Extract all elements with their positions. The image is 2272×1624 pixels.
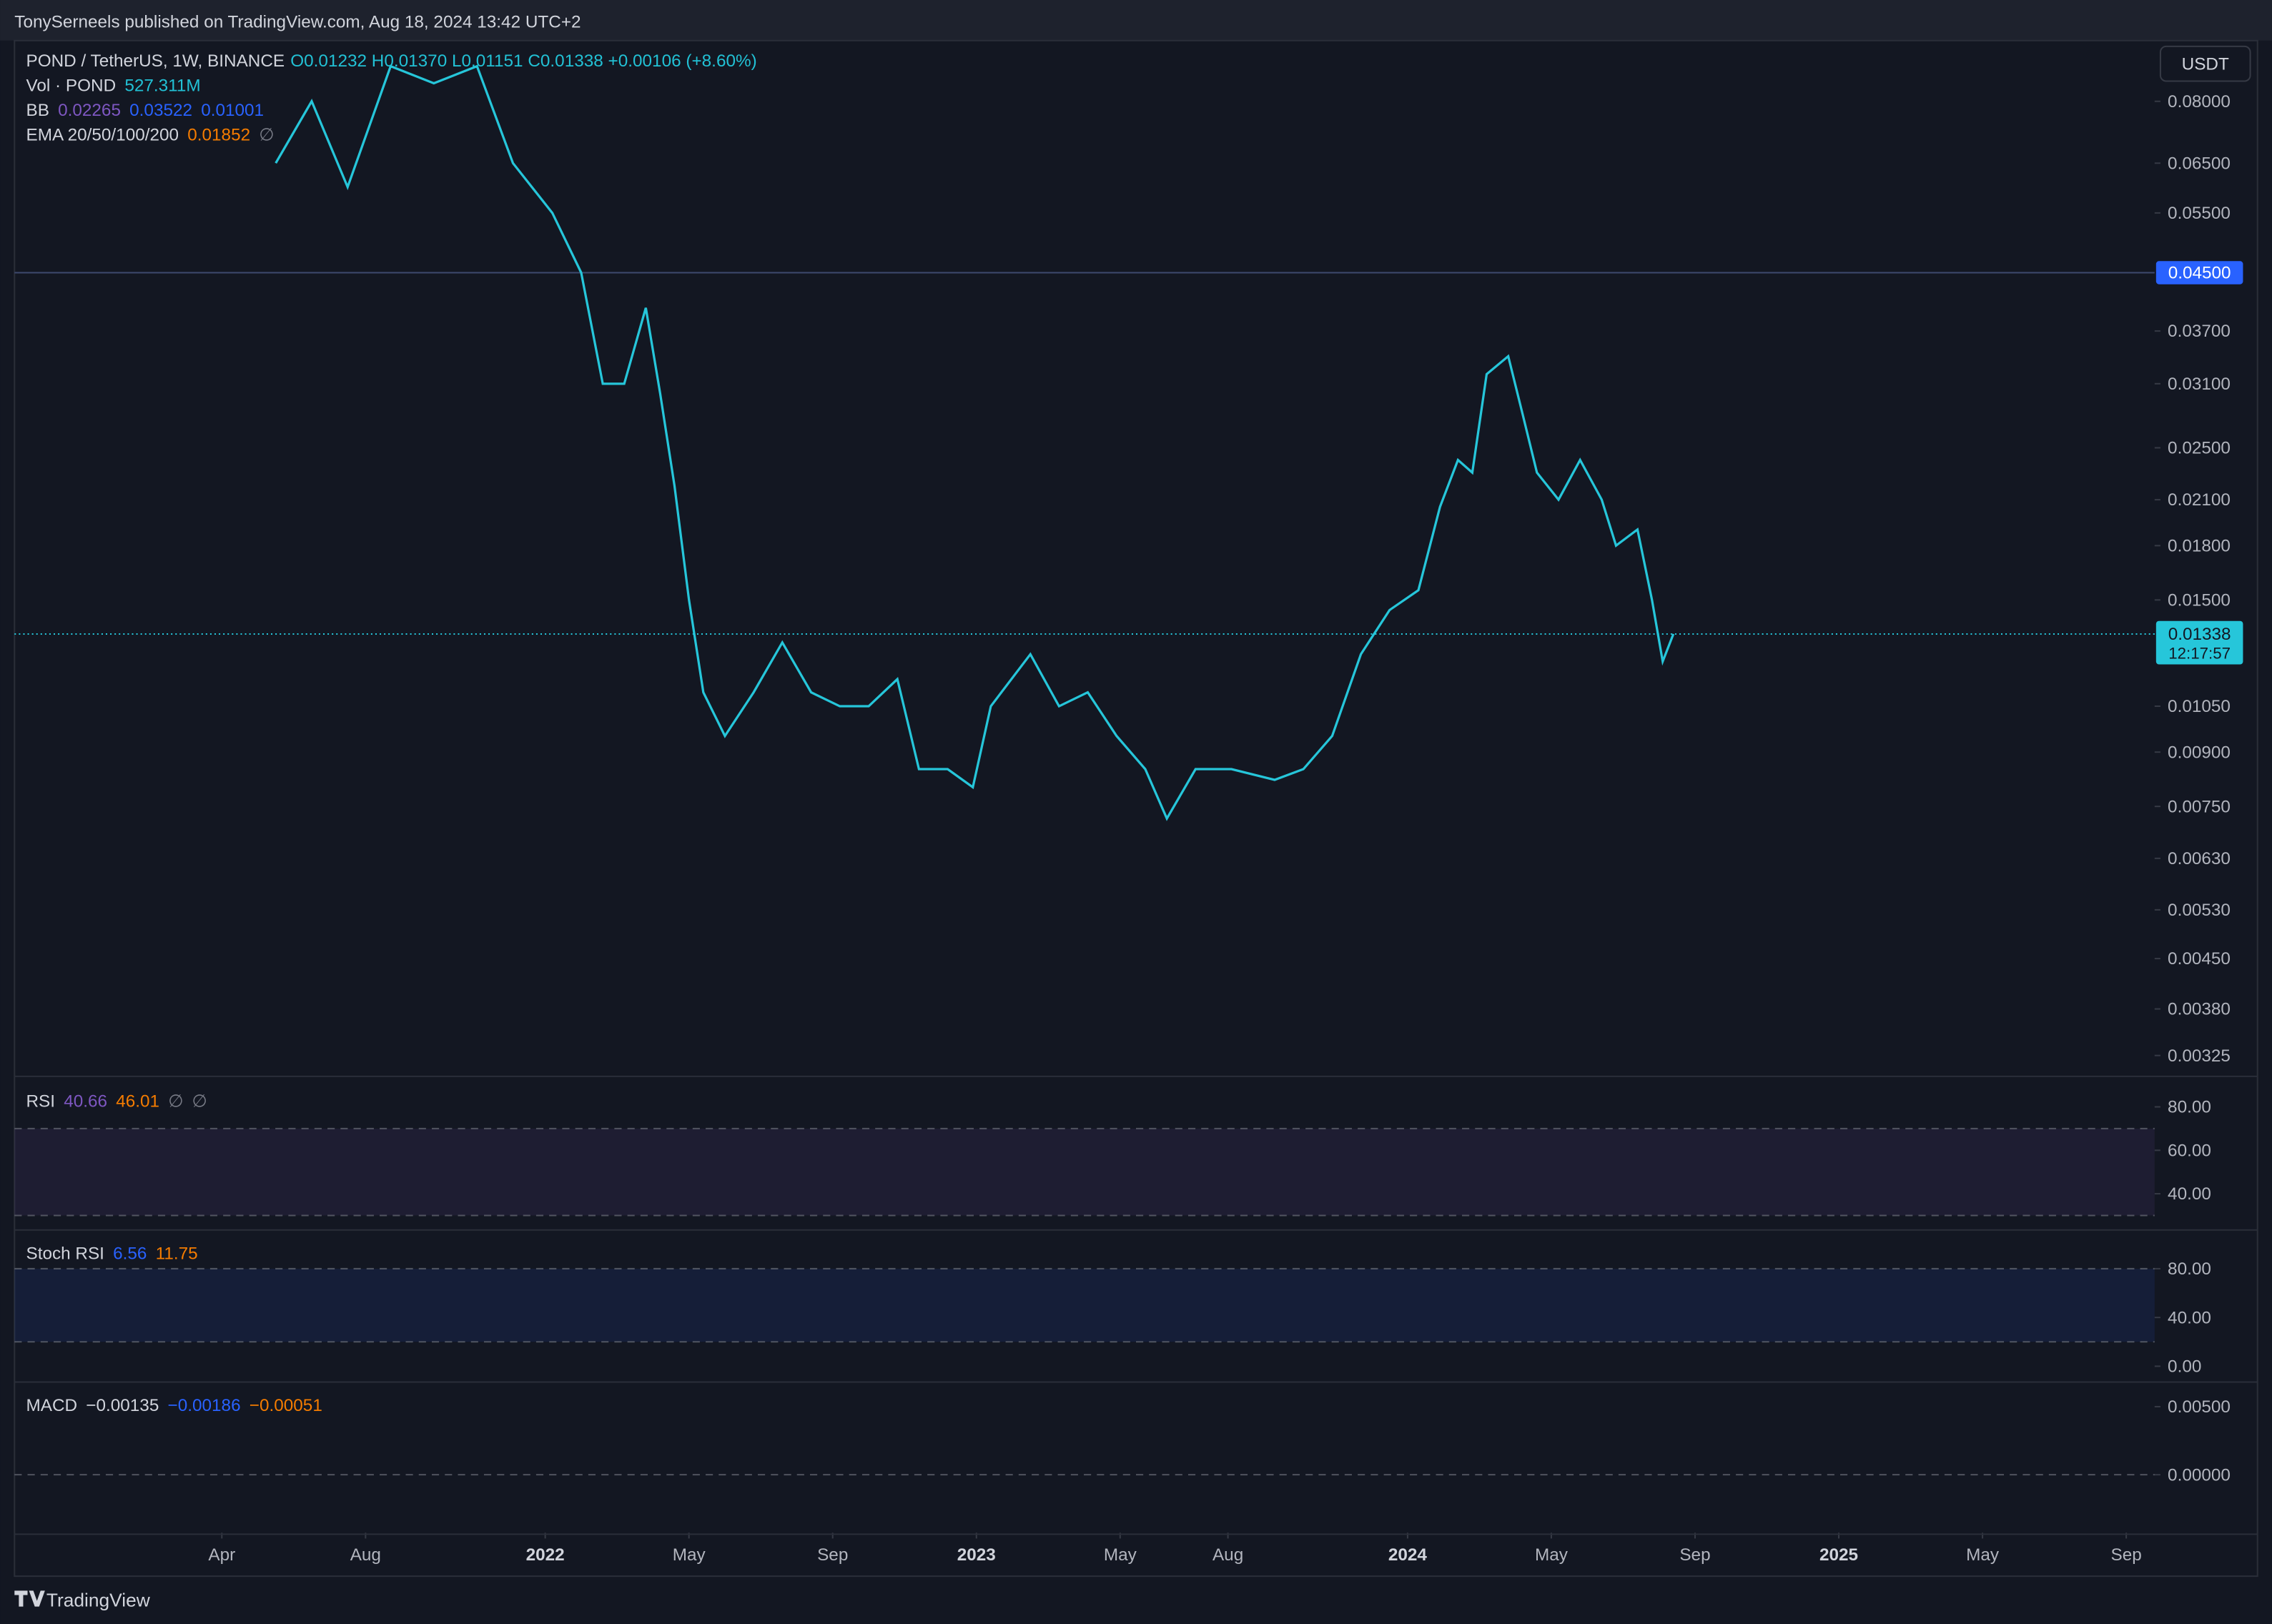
publisher: TonySerneels published on TradingView.co…: [14, 13, 581, 32]
indicator-value: 46.01: [116, 1091, 159, 1111]
legend-line: BB 0.02265 0.03522 0.01001: [26, 101, 265, 120]
y-tick-label: 0.02100: [2168, 490, 2231, 510]
y-tick-label: 0.03700: [2168, 322, 2231, 341]
legend-line: EMA 20/50/100/200 0.01852 ∅: [26, 126, 275, 145]
y-tick-label: 0.01500: [2168, 590, 2231, 610]
x-tick-label: May: [673, 1545, 706, 1565]
marker-label-bg: [2155, 261, 2243, 284]
y-tick-label: 80.00: [2168, 1259, 2211, 1279]
currency: USDT: [2182, 54, 2229, 74]
y-tick-label: 0.01800: [2168, 536, 2231, 555]
y-tick-label: 80.00: [2168, 1098, 2211, 1117]
y-tick-label: 0.01050: [2168, 697, 2231, 716]
x-tick-label: Sep: [817, 1545, 848, 1565]
y-tick-label: 0.00: [2168, 1357, 2201, 1376]
y-tick-label: 0.00325: [2168, 1046, 2231, 1066]
x-tick-label: 2024: [1388, 1545, 1428, 1565]
x-tick-label: May: [1966, 1545, 2000, 1565]
symbol: POND / TetherUS, 1W, BINANCE: [26, 51, 285, 71]
y-tick-label: 0.00900: [2168, 743, 2231, 762]
indicator-value: −0.00051: [250, 1396, 322, 1415]
panes: 0.08000 0.06500 0.05500 0.03700 0.03100 0.025…: [14, 64, 2258, 1565]
y-tick-label: 0.00450: [2168, 949, 2231, 969]
brand: TradingView: [46, 1590, 151, 1611]
x-tick-label: Apr: [208, 1545, 235, 1565]
countdown: 12:17:57: [2168, 644, 2231, 662]
last-price-bg: [2155, 620, 2243, 665]
last-price-label: 0.01338: [2168, 625, 2231, 644]
x-tick-label: 2022: [526, 1545, 565, 1565]
x-tick-label: Sep: [2110, 1545, 2141, 1565]
indicator-legend: MACD −0.00135 −0.00186 −0.00051: [26, 1396, 322, 1415]
y-tick-label: 0.00530: [2168, 901, 2231, 920]
y-tick-label: 40.00: [2168, 1308, 2211, 1327]
y-tick-label: 0.00750: [2168, 797, 2231, 816]
x-tick-label: 2025: [1819, 1545, 1858, 1565]
currency-button[interactable]: [2159, 45, 2251, 82]
x-tick-label: May: [1535, 1545, 1569, 1565]
indicator-legend: RSI 40.66 46.01 ∅ ∅: [26, 1091, 207, 1111]
x-tick-label: 2023: [957, 1545, 996, 1565]
indicator-value: ∅: [168, 1091, 183, 1111]
indicator-title: Stoch RSI: [26, 1244, 104, 1263]
brand-logo: [14, 1590, 45, 1607]
x-tick-label: May: [1104, 1545, 1137, 1565]
y-tick-label: 0.08000: [2168, 92, 2231, 112]
x-tick-label: Aug: [350, 1545, 381, 1565]
y-tick-label: 0.00630: [2168, 849, 2231, 868]
ohlc: O0.01232 H0.01370 L0.01151 C0.01338 +0.0…: [290, 51, 756, 71]
chart-frame: [14, 39, 2258, 1578]
band: [14, 1268, 2155, 1342]
x-tick-label: Sep: [1679, 1545, 1710, 1565]
indicator-value: −0.00135: [86, 1396, 159, 1415]
y-tick-label: 40.00: [2168, 1184, 2211, 1204]
x-tick-label: Aug: [1212, 1545, 1243, 1565]
y-tick-label: 0.06500: [2168, 154, 2231, 173]
indicator-legend: Stoch RSI 6.56 11.75: [26, 1244, 198, 1263]
price-line: [275, 64, 1675, 821]
ema-name: EMA 20/50/100/200: [26, 126, 179, 145]
indicator-value: ∅: [192, 1091, 207, 1111]
y-tick-label: 60.00: [2168, 1141, 2211, 1160]
y-tick-label: 0.02500: [2168, 439, 2231, 458]
ema-empty: ∅: [259, 126, 274, 145]
bb-basis: 0.02265: [58, 101, 121, 120]
legend-line: POND / TetherUS, 1W, BINANCE O0.01232 H0.…: [26, 51, 757, 71]
bb-lower: 0.01001: [201, 101, 264, 120]
indicator-value: 40.66: [64, 1091, 107, 1111]
y-tick-label: 0.03100: [2168, 375, 2231, 394]
indicator-title: MACD: [26, 1396, 78, 1415]
marker-label: 0.04500: [2168, 264, 2231, 283]
indicator-value: −0.00186: [168, 1396, 241, 1415]
ema-value: 0.01852: [187, 126, 250, 145]
top-bar: [0, 0, 2272, 41]
indicator-title: RSI: [26, 1091, 56, 1111]
bb-name: BB: [26, 101, 49, 120]
bb-upper: 0.03522: [129, 101, 192, 120]
indicator-value: 11.75: [156, 1244, 198, 1263]
y-tick-label: 0.00380: [2168, 1000, 2231, 1019]
legend-line: Vol · POND 527.311M: [26, 76, 201, 96]
vol-name: Vol · POND: [26, 76, 117, 96]
indicator-value: 6.56: [113, 1244, 147, 1263]
y-tick-label: 0.00500: [2168, 1397, 2231, 1417]
vol-value: 527.311M: [124, 76, 200, 96]
y-tick-label: 0.00000: [2168, 1465, 2231, 1485]
band: [14, 1128, 2155, 1216]
y-tick-label: 0.05500: [2168, 204, 2231, 223]
